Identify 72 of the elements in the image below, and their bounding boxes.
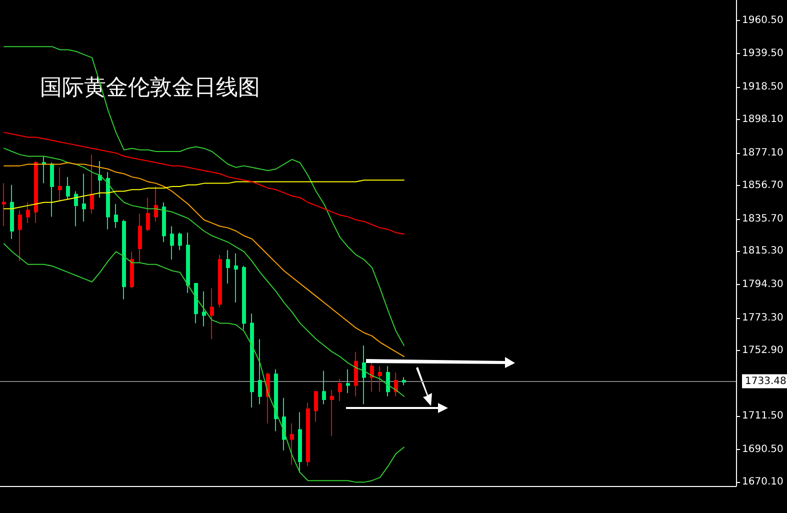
candlestick [82, 173, 86, 222]
candlestick [58, 166, 62, 202]
candlestick [170, 226, 174, 260]
candlestick [34, 160, 38, 224]
y-tick-label: 1670.10 [742, 476, 784, 488]
candlestick [42, 156, 46, 184]
ref-line-label: 1733.48 [745, 376, 786, 387]
y-tick-label: 1711.50 [742, 410, 784, 422]
candlestick [74, 190, 78, 227]
y-tick-label: 1690.50 [742, 444, 784, 456]
candlestick [90, 154, 94, 214]
candlestick [202, 290, 206, 327]
candlestick [98, 160, 102, 198]
y-tick-label: 1752.90 [742, 344, 784, 356]
candlestick [130, 251, 134, 289]
candlestick [154, 186, 158, 222]
candlestick [242, 265, 246, 330]
candlestick [162, 202, 166, 243]
candlestick [178, 232, 182, 251]
candlestick [66, 176, 70, 200]
candlestick [402, 376, 406, 386]
candlestick [378, 366, 382, 392]
candlestick [234, 252, 238, 304]
candlestick [218, 254, 222, 308]
candlestick [146, 197, 150, 232]
candlestick [370, 362, 374, 392]
candlestick [290, 422, 294, 466]
candlestick [282, 397, 286, 451]
candlestick [250, 313, 254, 408]
candlestick [322, 370, 326, 405]
candlestick [330, 389, 334, 437]
candlestick [362, 344, 366, 405]
y-tick-label: 1794.30 [742, 279, 784, 290]
line-series [4, 46, 404, 346]
candlestick [10, 184, 14, 240]
candlestick [354, 351, 358, 397]
candlestick [346, 368, 350, 394]
line-series [4, 243, 404, 483]
y-tick-label: 1773.30 [742, 312, 784, 324]
candlestick [338, 378, 342, 402]
y-tick-label: 1960.50 [742, 14, 784, 26]
candlestick [394, 372, 398, 397]
line-series [4, 162, 404, 358]
candlestick [50, 162, 54, 218]
candlestick [298, 412, 302, 474]
y-tick-label: 1939.50 [742, 48, 784, 60]
candlestick [138, 213, 142, 264]
line-series [4, 180, 404, 210]
candlestick [226, 250, 230, 284]
candlestick [386, 366, 390, 397]
y-tick-label: 1877.10 [742, 147, 784, 158]
y-tick-label: 1835.70 [742, 213, 784, 224]
y-tick-label: 1815.30 [742, 246, 784, 257]
line-series [4, 132, 404, 235]
candlestick [306, 402, 310, 467]
candlestick [18, 210, 22, 262]
y-tick-label: 1898.10 [742, 114, 784, 126]
candlestick [210, 288, 214, 340]
candlestick [266, 372, 270, 424]
y-tick-label: 1856.70 [742, 180, 784, 191]
candlestick [122, 219, 126, 300]
candlestick [2, 182, 6, 227]
candlestick [274, 368, 278, 432]
candlestick [314, 391, 318, 422]
candlestick [186, 232, 190, 294]
candlestick [26, 202, 30, 224]
candlestick [114, 203, 118, 228]
candlestick [258, 338, 262, 405]
candlestick [194, 282, 198, 324]
line-series [4, 148, 404, 397]
y-tick-label: 1918.50 [742, 82, 784, 93]
candlestick [106, 172, 110, 230]
